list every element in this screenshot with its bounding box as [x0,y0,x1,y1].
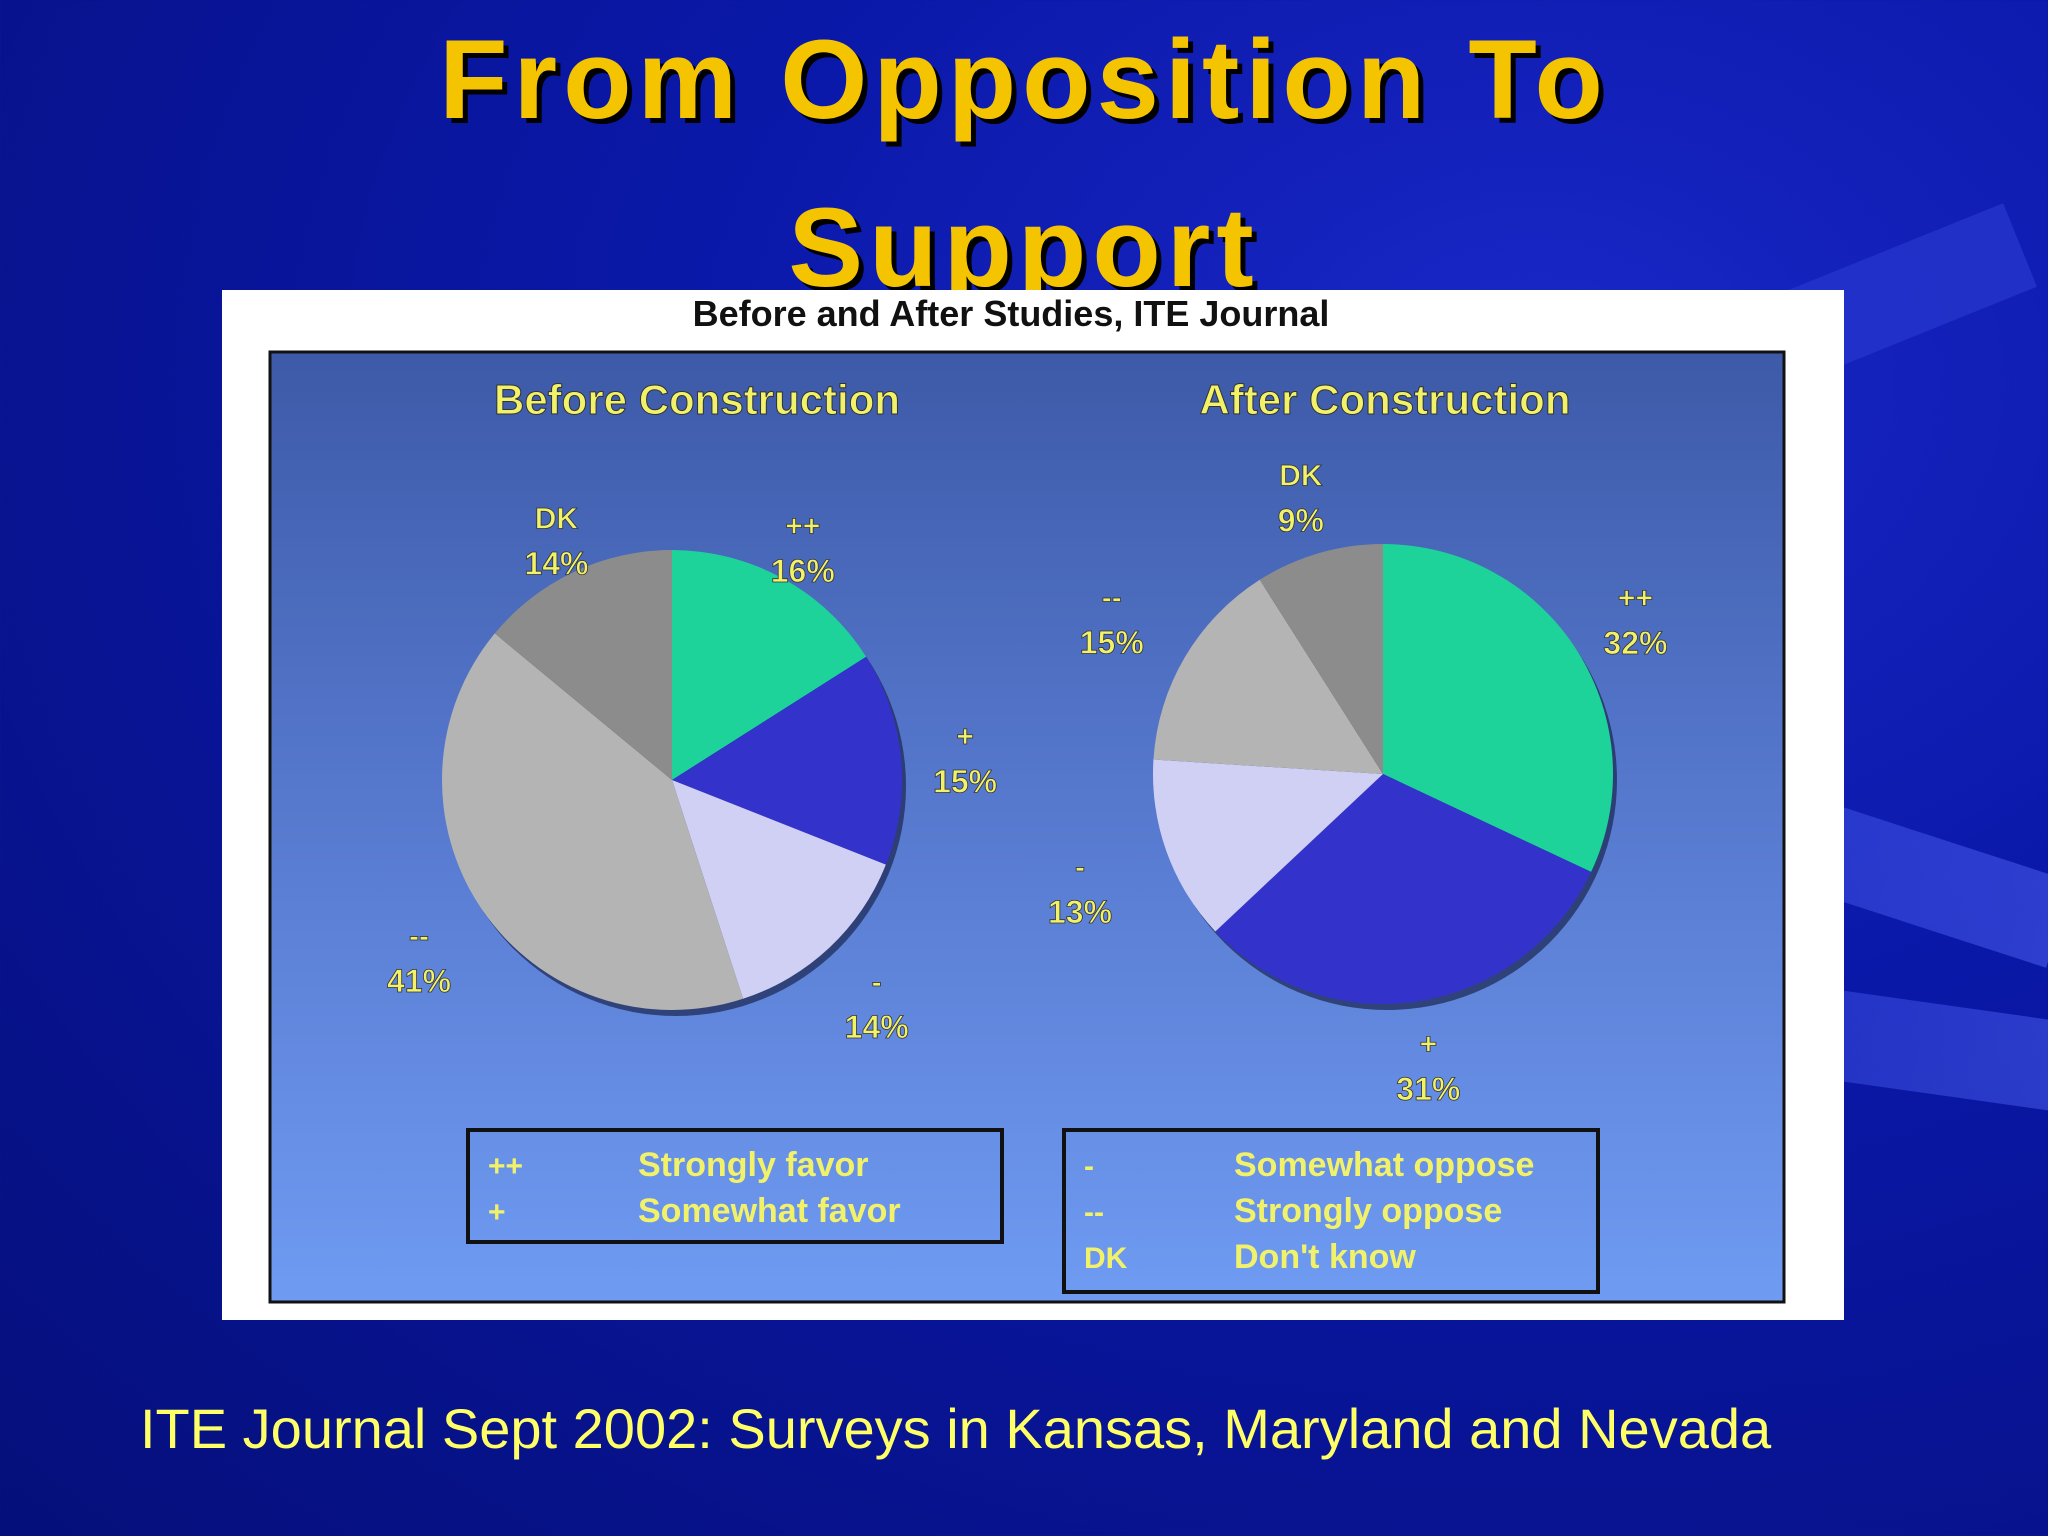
pie-after-construction: ++ 32% +31% - 13% -- 15% DK 9% [1048,459,1668,1108]
slide-title: From Opposition To Support [0,0,2048,332]
figure-title: Before and After Studies, ITE Journal [693,293,1330,334]
legend-code: + [488,1196,506,1229]
slice-code-label: -- [1102,582,1122,615]
slice-code-label: + [956,720,974,753]
pie-before-construction: ++ 16% +15% - 14% -- 41% DK 14% [387,502,998,1045]
slice-value-label: 31% [1396,1071,1460,1107]
pie-slice [672,550,867,780]
slice-code-label: - [1075,851,1085,884]
legend-oppose: - Somewhat oppose -- Strongly oppose DK … [1062,1128,1600,1294]
legend-code: - [1084,1150,1094,1183]
slide-title-line-2: Support [788,185,1260,310]
legend-label: Strongly oppose [1234,1192,1502,1230]
slice-value-label: 15% [1080,625,1144,661]
pie-slice [494,550,672,780]
slice-value-label: 13% [1048,894,1112,930]
pie-charts: Before and After Studies, ITE Journal ++… [268,293,1786,1304]
pie-title-after: After Construction [1200,376,1571,423]
legend-label: Somewhat oppose [1234,1146,1534,1184]
legend-label: Somewhat favor [638,1192,901,1230]
pie-title-before: Before Construction [494,376,900,423]
slice-code-label: -- [409,920,429,953]
slice-value-label: 9% [1278,502,1324,538]
pie-slice [442,633,744,1010]
legend-box-right [1062,1128,1600,1294]
legend-favor: ++ Strongly favor + Somewhat favor [466,1128,1004,1244]
legend-label: Strongly favor [638,1146,868,1184]
legend-box-left [466,1128,1004,1244]
pie-slice [1383,544,1614,872]
legend-code: -- [1084,1196,1104,1229]
slice-code-label: + [1420,1028,1438,1061]
slice-value-label: 15% [933,763,997,799]
legend-label: Don't know [1234,1238,1416,1276]
slice-code-label: DK [535,502,579,535]
slide-title-line-1: From Opposition To [439,17,1609,142]
slice-code-label: DK [1279,459,1323,492]
legend-code: DK [1084,1242,1128,1275]
footer-caption: ITE Journal Sept 2002: Surveys in Kansas… [140,1397,1772,1460]
pie-slice [1215,774,1592,1005]
pie-slice [1153,759,1383,932]
pie-slice [672,780,886,999]
pie-slice [1259,544,1383,774]
slice-value-label: 41% [387,963,451,999]
pie-slice [672,656,902,865]
slice-code-label: ++ [1618,582,1653,615]
slice-code-label: - [872,966,882,999]
slice-value-label: 16% [771,553,835,589]
pie-slice [1153,579,1383,774]
slice-code-label: ++ [785,510,820,543]
slice-value-label: 32% [1603,625,1667,661]
legend-code: ++ [488,1150,523,1183]
chart-panel: Before and After Studies, ITE Journal ++… [222,290,1844,1320]
slice-value-label: 14% [524,545,588,581]
slice-value-label: 14% [845,1009,909,1045]
